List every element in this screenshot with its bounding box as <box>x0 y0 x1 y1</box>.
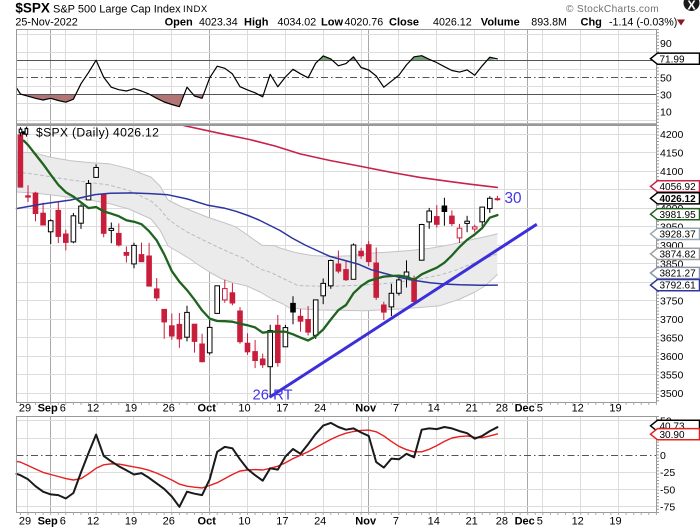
svg-text:High: High <box>244 16 269 28</box>
svg-text:30: 30 <box>505 190 522 207</box>
svg-text:Open: Open <box>165 16 193 28</box>
svg-text:Oct: Oct <box>198 403 217 415</box>
svg-text:21: 21 <box>466 403 478 415</box>
svg-text:24: 24 <box>314 516 326 528</box>
svg-text:Nov: Nov <box>355 516 377 528</box>
svg-text:3500: 3500 <box>660 388 684 400</box>
svg-text:Volume: Volume <box>481 16 520 28</box>
svg-text:30.90: 30.90 <box>660 430 685 441</box>
svg-text:40.73: 40.73 <box>660 421 685 432</box>
svg-text:90: 90 <box>660 38 672 50</box>
svg-text:5: 5 <box>537 403 543 415</box>
svg-text:28: 28 <box>496 403 508 415</box>
svg-text:-50: -50 <box>660 484 675 496</box>
svg-text:17: 17 <box>276 516 288 528</box>
svg-text:-75: -75 <box>660 502 675 514</box>
svg-text:$SPX (Daily) 4026.12: $SPX (Daily) 4026.12 <box>36 126 159 140</box>
svg-text:17: 17 <box>276 403 288 415</box>
svg-text:7: 7 <box>393 403 399 415</box>
svg-text:4020.76: 4020.76 <box>345 16 384 28</box>
svg-text:Nov: Nov <box>355 403 377 415</box>
svg-text:893.8M: 893.8M <box>531 16 567 28</box>
svg-text:19: 19 <box>609 516 621 528</box>
svg-text:3750: 3750 <box>660 296 684 308</box>
svg-text:24: 24 <box>314 403 326 415</box>
svg-text:12: 12 <box>87 516 99 528</box>
svg-text:7: 7 <box>393 516 399 528</box>
svg-text:14: 14 <box>428 516 440 528</box>
svg-text:3792.61: 3792.61 <box>660 281 697 292</box>
svg-text:4056.92: 4056.92 <box>660 182 697 193</box>
svg-text:X: X <box>687 0 696 13</box>
svg-text:19: 19 <box>125 403 137 415</box>
svg-text:Sep: Sep <box>38 516 58 528</box>
svg-text:29: 29 <box>19 516 31 528</box>
svg-text:Dec: Dec <box>515 516 535 528</box>
svg-text:6: 6 <box>60 516 66 528</box>
svg-text:10: 10 <box>238 403 250 415</box>
svg-text:4034.02: 4034.02 <box>278 16 317 28</box>
svg-text:3981.95: 3981.95 <box>660 210 697 221</box>
svg-text:INDX: INDX <box>183 4 208 15</box>
svg-text:3928.37: 3928.37 <box>660 230 697 241</box>
svg-text:S&P 500 Large Cap Index: S&P 500 Large Cap Index <box>53 3 181 15</box>
svg-text:6: 6 <box>60 403 66 415</box>
svg-text:$SPX: $SPX <box>15 0 50 15</box>
svg-text:10: 10 <box>660 107 672 119</box>
svg-text:4150: 4150 <box>660 148 684 160</box>
svg-text:19: 19 <box>125 516 137 528</box>
svg-text:3600: 3600 <box>660 351 684 363</box>
svg-text:21: 21 <box>466 516 478 528</box>
svg-text:4200: 4200 <box>660 129 684 141</box>
svg-text:Chg: Chg <box>581 16 602 28</box>
svg-text:12: 12 <box>87 403 99 415</box>
svg-text:26: 26 <box>163 516 175 528</box>
svg-text:0: 0 <box>660 450 666 462</box>
svg-text:26: 26 <box>163 403 175 415</box>
svg-text:Low: Low <box>321 16 343 28</box>
svg-text:3700: 3700 <box>660 314 684 326</box>
svg-text:71.99: 71.99 <box>660 54 685 65</box>
svg-text:4023.34: 4023.34 <box>199 16 238 28</box>
svg-text:-1.14 (-0.03%): -1.14 (-0.03%) <box>609 16 677 28</box>
svg-text:26 RT: 26 RT <box>253 388 293 404</box>
svg-text:3650: 3650 <box>660 333 684 345</box>
svg-text:30: 30 <box>660 90 672 102</box>
svg-text:Close: Close <box>389 16 419 28</box>
svg-text:3874.82: 3874.82 <box>660 250 697 261</box>
svg-text:4026.12: 4026.12 <box>433 16 472 28</box>
svg-text:28: 28 <box>496 516 508 528</box>
svg-text:25-Nov-2022: 25-Nov-2022 <box>15 16 77 28</box>
svg-text:29: 29 <box>19 403 31 415</box>
svg-text:4100: 4100 <box>660 166 684 178</box>
svg-text:14: 14 <box>428 403 440 415</box>
svg-text:50: 50 <box>660 73 672 85</box>
svg-text:3550: 3550 <box>660 370 684 382</box>
svg-text:Dec: Dec <box>515 403 535 415</box>
svg-text:5: 5 <box>537 516 543 528</box>
svg-text:Oct: Oct <box>198 516 217 528</box>
svg-text:© StockCharts.com: © StockCharts.com <box>566 4 659 15</box>
svg-text:Sep: Sep <box>38 403 58 415</box>
svg-text:-25: -25 <box>660 467 675 479</box>
svg-text:19: 19 <box>609 403 621 415</box>
svg-text:12: 12 <box>572 516 584 528</box>
svg-text:3821.27: 3821.27 <box>660 269 697 280</box>
svg-text:4026.12: 4026.12 <box>660 194 697 205</box>
svg-text:12: 12 <box>572 403 584 415</box>
svg-text:10: 10 <box>238 516 250 528</box>
